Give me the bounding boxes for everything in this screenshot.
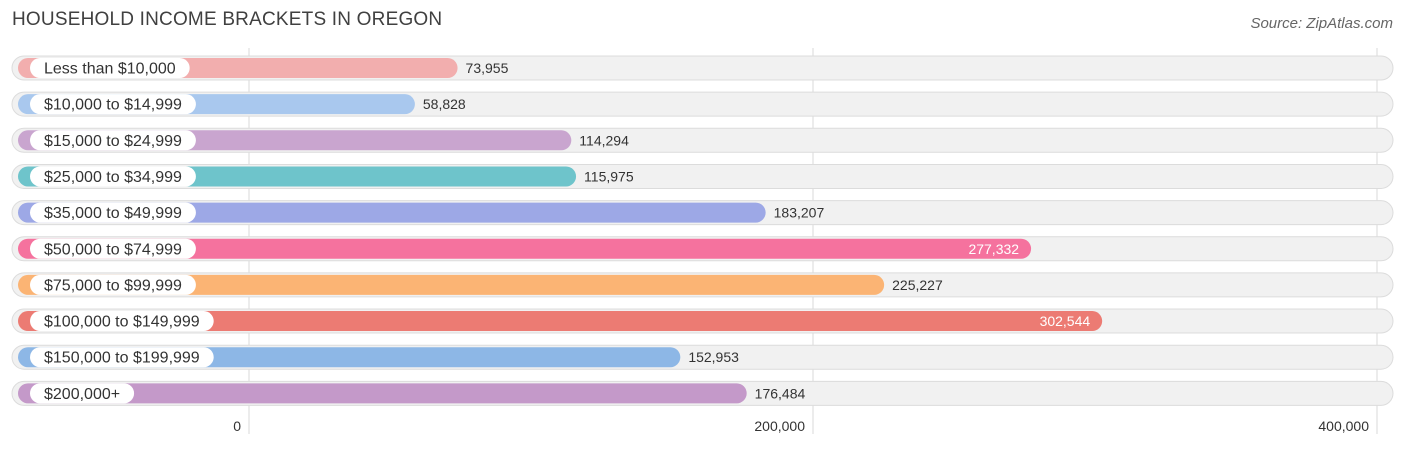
value-label: 302,544 <box>1040 313 1091 329</box>
bar-row: $100,000 to $149,999 302,544 <box>11 308 1394 334</box>
bar <box>18 202 766 223</box>
category-label: $75,000 to $99,999 <box>44 277 182 294</box>
value-label: 277,332 <box>968 241 1019 257</box>
value-label: 183,207 <box>774 205 825 221</box>
value-label: 115,975 <box>584 168 634 184</box>
value-label: 176,484 <box>755 385 806 401</box>
category-pill <box>30 166 196 187</box>
bar-row: $25,000 to $34,999 115,975 <box>11 163 1394 189</box>
category-label: $15,000 to $24,999 <box>44 133 182 150</box>
category-pill <box>30 383 135 404</box>
category-label: Less than $10,000 <box>44 61 176 78</box>
value-label: 58,828 <box>423 96 466 112</box>
category-pill <box>30 202 196 223</box>
x-axis-ticks: 0 200,000 400,000 <box>233 418 1369 434</box>
category-pill <box>30 311 214 332</box>
category-pill <box>30 274 196 295</box>
bar-row: $150,000 to $199,999 152,953 <box>11 344 1394 370</box>
bar-row: $75,000 to $99,999 225,227 <box>11 272 1394 298</box>
category-label: $50,000 to $74,999 <box>44 241 182 258</box>
value-label: 73,955 <box>466 60 509 76</box>
value-label: 225,227 <box>892 277 943 293</box>
bar-row: Less than $10,000 73,955 <box>11 55 1394 81</box>
category-pill <box>30 130 196 151</box>
bar-row: $200,000+ 176,484 <box>11 380 1394 406</box>
category-pill <box>30 347 214 368</box>
bar-row: $50,000 to $74,999 277,332 <box>11 236 1394 262</box>
category-label: $150,000 to $199,999 <box>44 350 200 367</box>
category-pill <box>30 238 196 259</box>
category-label: $100,000 to $149,999 <box>44 314 200 331</box>
bar-row: $35,000 to $49,999 183,207 <box>11 200 1394 226</box>
chart-title: HOUSEHOLD INCOME BRACKETS IN OREGON <box>12 9 443 30</box>
bar <box>18 383 747 404</box>
category-label: $10,000 to $14,999 <box>44 97 182 114</box>
source-note: Source: ZipAtlas.com <box>1250 15 1393 32</box>
category-pill <box>30 94 196 115</box>
bar-row: $15,000 to $24,999 114,294 <box>11 127 1394 153</box>
x-tick-label: 0 <box>233 418 241 434</box>
category-label: $25,000 to $34,999 <box>44 169 182 186</box>
category-pill <box>30 58 190 78</box>
x-tick-label: 200,000 <box>754 418 805 434</box>
bar-rows: Less than $10,000 73,955 $10,000 to $14,99… <box>11 55 1394 406</box>
bar <box>18 238 1032 259</box>
category-label: $200,000+ <box>44 386 120 403</box>
bar-row: $10,000 to $14,999 58,828 <box>11 91 1394 117</box>
bar <box>18 311 1103 332</box>
category-label: $35,000 to $49,999 <box>44 205 182 222</box>
value-label: 152,953 <box>688 349 739 365</box>
bar <box>18 274 885 295</box>
value-label: 114,294 <box>579 132 629 148</box>
x-tick-label: 400,000 <box>1318 418 1369 434</box>
